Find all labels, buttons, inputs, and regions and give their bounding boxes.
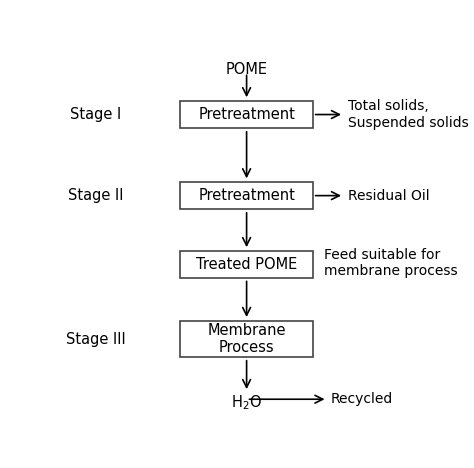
Text: Residual Oil: Residual Oil — [347, 189, 429, 203]
Text: Membrane
Process: Membrane Process — [207, 323, 286, 355]
Text: Feed suitable for
membrane process: Feed suitable for membrane process — [324, 248, 457, 278]
Text: H$_2$O: H$_2$O — [231, 394, 262, 412]
FancyBboxPatch shape — [181, 183, 313, 209]
Text: POME: POME — [226, 62, 268, 77]
Text: Pretreatment: Pretreatment — [198, 107, 295, 122]
Text: Pretreatment: Pretreatment — [198, 188, 295, 203]
Text: Total solids,
Suspended solids: Total solids, Suspended solids — [347, 99, 468, 130]
Text: Stage II: Stage II — [68, 188, 124, 203]
Text: Stage III: Stage III — [66, 331, 126, 346]
Text: Recycled: Recycled — [331, 392, 393, 406]
FancyBboxPatch shape — [181, 251, 313, 278]
FancyBboxPatch shape — [181, 101, 313, 128]
FancyBboxPatch shape — [181, 321, 313, 357]
Text: Stage I: Stage I — [70, 107, 122, 122]
Text: Treated POME: Treated POME — [196, 257, 297, 272]
